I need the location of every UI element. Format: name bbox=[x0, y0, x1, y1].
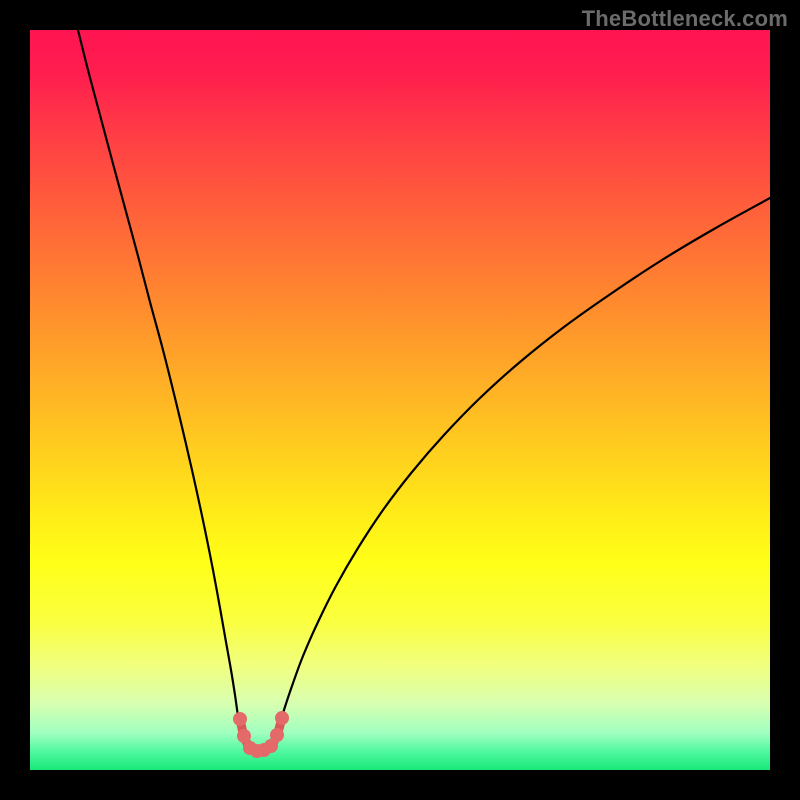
marker-dot bbox=[233, 712, 247, 726]
bottleneck-curve bbox=[78, 30, 770, 752]
chart-frame: TheBottleneck.com bbox=[0, 0, 800, 800]
marker-dot bbox=[237, 729, 251, 743]
curve-layer bbox=[30, 30, 770, 770]
watermark-text: TheBottleneck.com bbox=[582, 6, 788, 32]
plot-area bbox=[30, 30, 770, 770]
marker-dot bbox=[275, 711, 289, 725]
marker-dot bbox=[270, 728, 284, 742]
marker-group bbox=[233, 711, 289, 758]
